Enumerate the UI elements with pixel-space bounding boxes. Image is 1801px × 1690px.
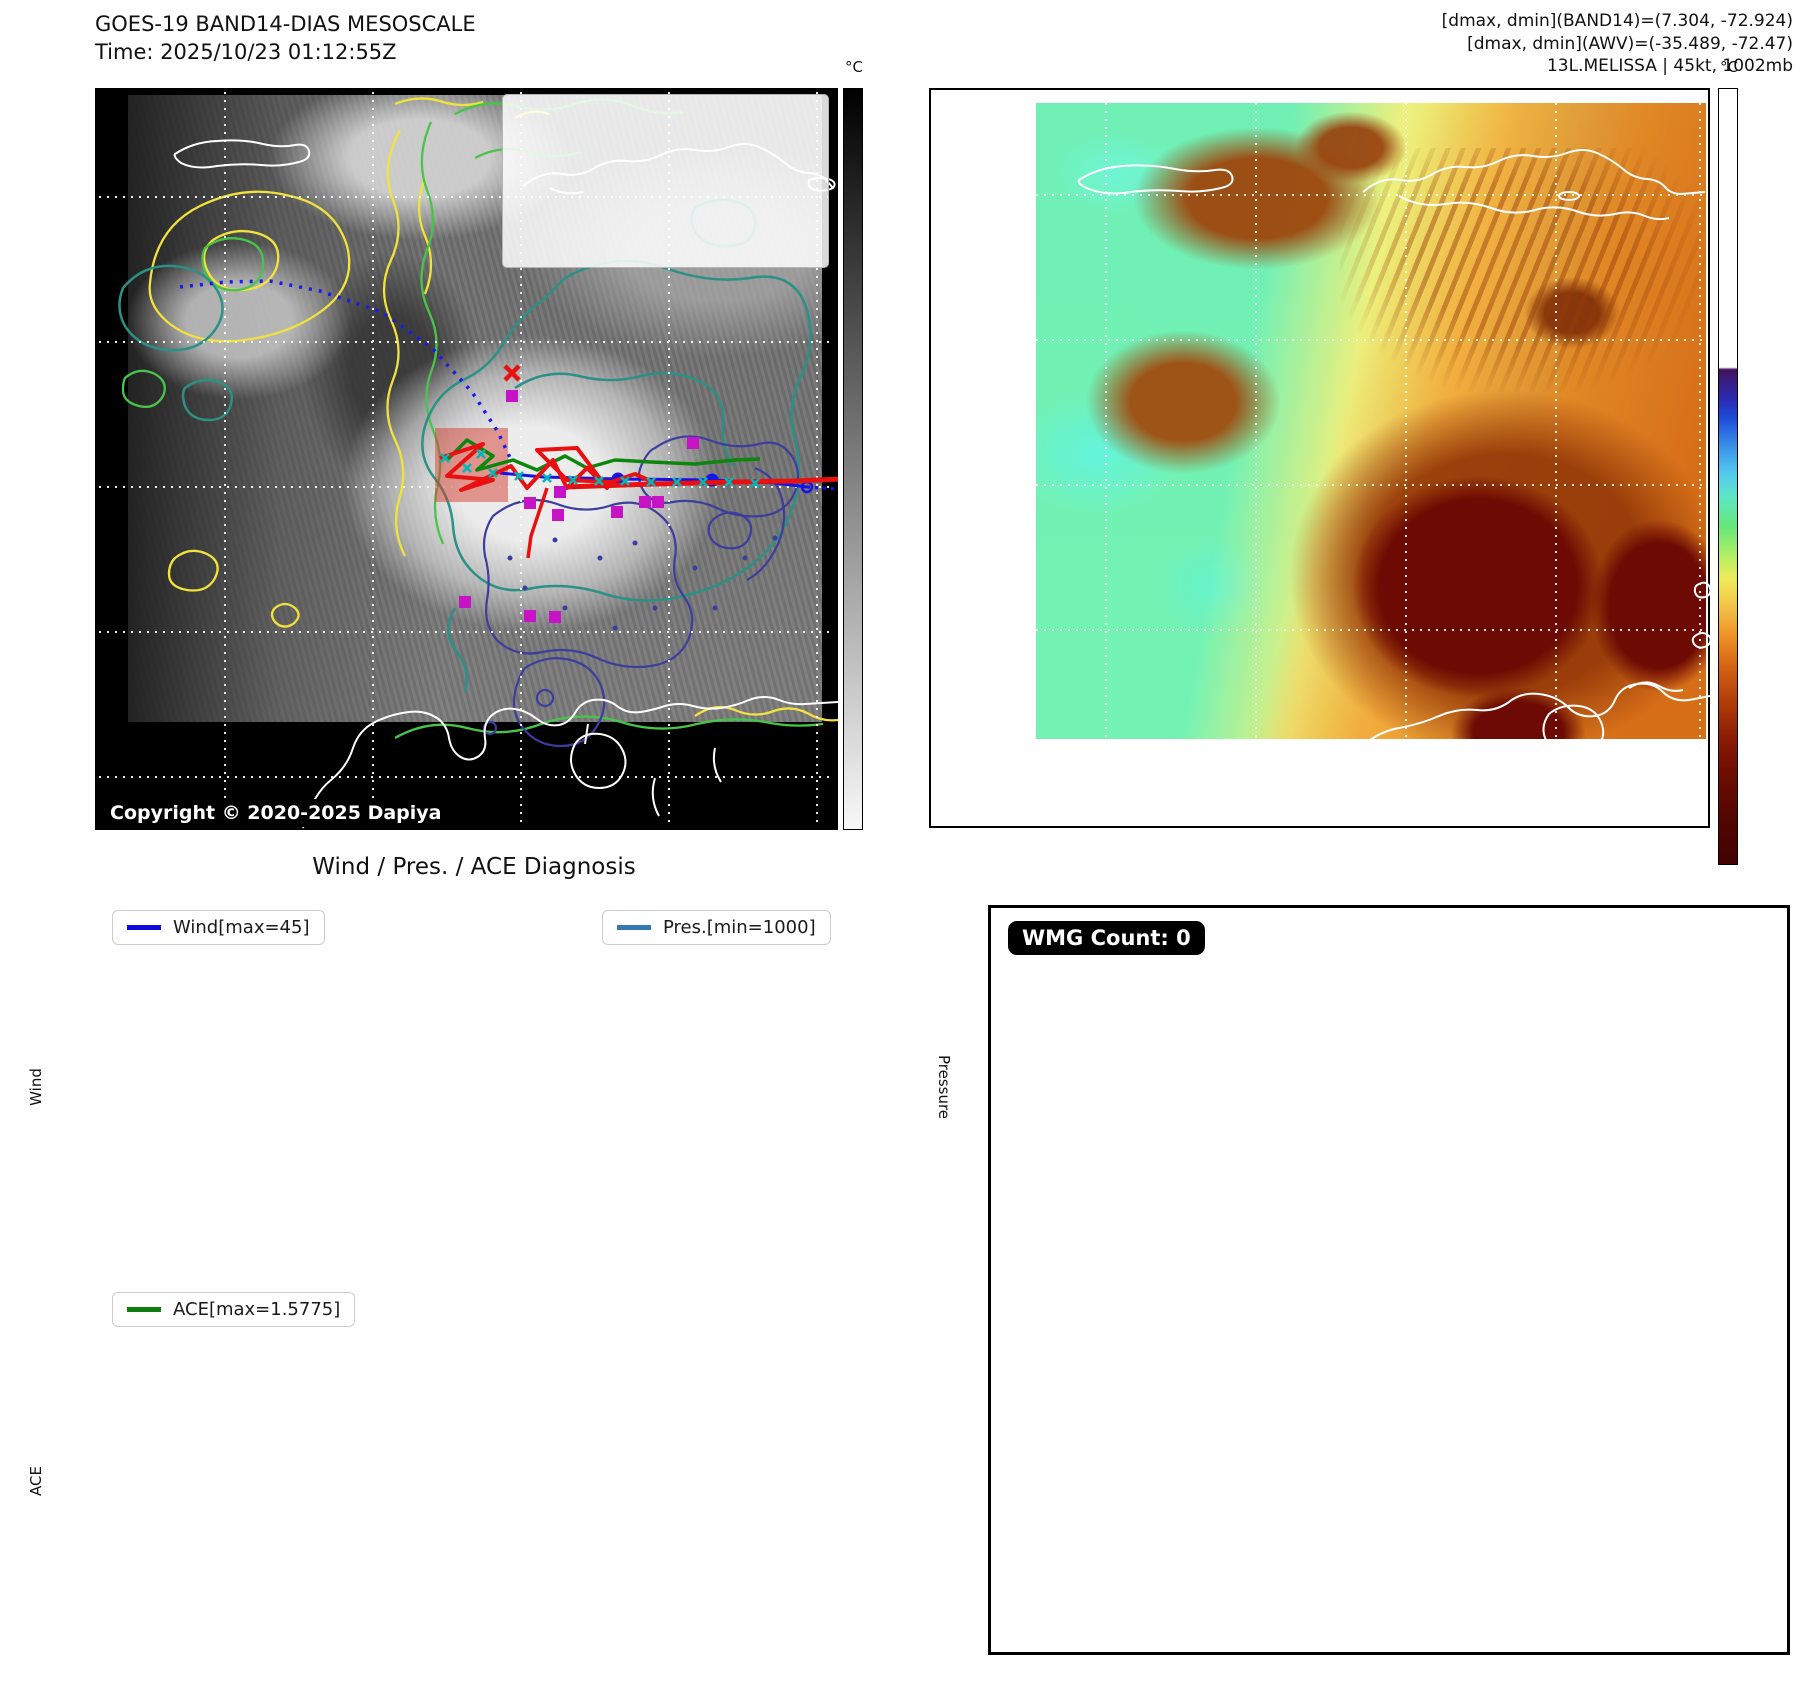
wind-axis-label: Wind <box>27 1068 45 1106</box>
ace-legend: ACE[max=1.5775] <box>112 1292 356 1327</box>
wind-legend-label: Wind[max=45] <box>173 917 310 938</box>
ir-streak-texture <box>1340 148 1706 392</box>
panel2-header: [dmax, dmin](BAND14)=(7.304, -72.924) [d… <box>1100 10 1793 78</box>
pressure-legend-line <box>617 925 651 930</box>
jtwc-forecast-track <box>179 279 514 463</box>
wmg-count-badge: WMG Count: 0 <box>1008 921 1205 955</box>
coastlines <box>1077 149 1710 760</box>
pressure-legend: Pres.[min=1000] <box>602 910 831 945</box>
ace-legend-line <box>127 1307 161 1312</box>
ace-legend-label: ACE[max=1.5775] <box>173 1299 341 1320</box>
awv-colorbar <box>1718 88 1738 865</box>
wind-legend: Wind[max=45] <box>112 910 325 945</box>
colorbar2-unit: °C <box>1720 58 1738 76</box>
archer-markers <box>459 390 699 623</box>
target-x-marker <box>503 364 521 382</box>
wind-legend-line <box>127 925 161 930</box>
panel1-title: GOES-19 BAND14-DIAS MESOSCALE Time: 2025… <box>95 10 476 66</box>
panel2-header-line3: 13L.MELISSA | 45kt, 1002mb <box>1546 56 1793 76</box>
band14-colorbar <box>843 88 863 830</box>
panel1-title-line2: Time: 2025/10/23 01:12:55Z <box>95 40 397 64</box>
panel1-title-line1: GOES-19 BAND14-DIAS MESOSCALE <box>95 12 476 36</box>
copyright-badge: Copyright © 2020-2025 Dapiya <box>98 799 454 827</box>
wind-pressure-chart <box>100 903 848 1272</box>
diagnosis-title: Wind / Pres. / ACE Diagnosis <box>312 854 636 880</box>
pressure-legend-label: Pres.[min=1000] <box>663 917 816 938</box>
awv-map-overlay <box>1036 103 1710 760</box>
ace-chart <box>100 1284 848 1678</box>
map1-legend <box>502 94 829 268</box>
wmg-pixel-image <box>991 908 1787 1652</box>
wmg-image-frame <box>988 905 1790 1655</box>
satcon-markers <box>440 449 760 488</box>
awv-satellite-image <box>1036 103 1706 739</box>
panel2-header-line1: [dmax, dmin](BAND14)=(7.304, -72.924) <box>1441 11 1793 31</box>
adt-track <box>445 438 761 472</box>
panel2-header-line2: [dmax, dmin](AWV)=(-35.489, -72.47) <box>1467 33 1793 54</box>
floater-track <box>439 442 838 559</box>
ace-axis-label: ACE <box>27 1466 45 1496</box>
map2-gridlines <box>1036 103 1706 739</box>
pressure-axis-label: Pressure <box>935 1054 953 1120</box>
band14-map-overlay <box>99 92 838 829</box>
colorbar1-unit: °C <box>845 58 863 76</box>
